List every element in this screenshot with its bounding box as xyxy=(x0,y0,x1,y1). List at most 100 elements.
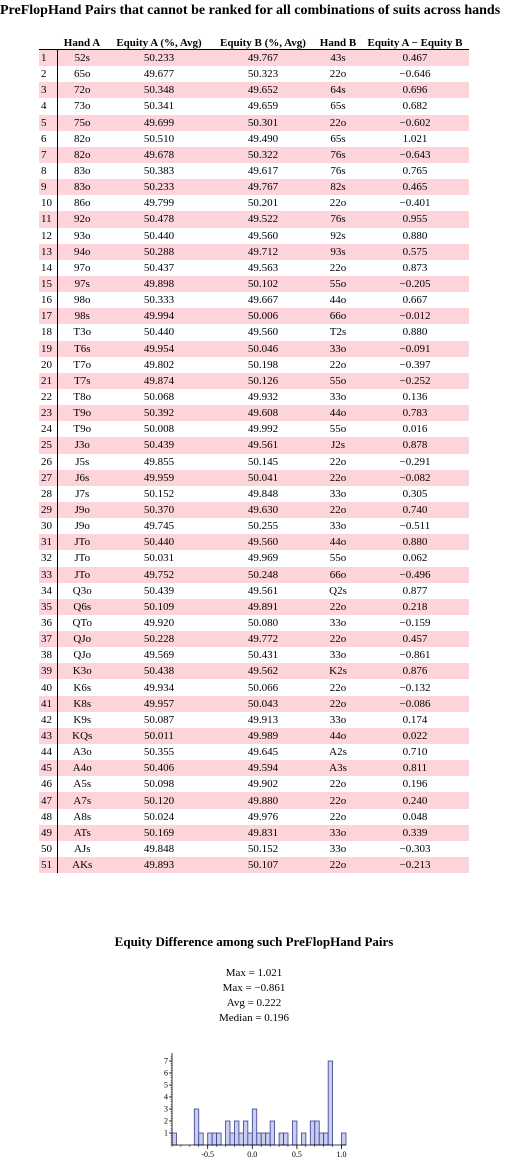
table-row: 38 QJo 49.569 50.431 33o −0.861 xyxy=(39,647,469,664)
row-index-cell: 21 xyxy=(39,372,58,389)
hand-b-cell: 76s xyxy=(330,165,346,178)
equity-table: Hand A Equity A (%, Avg) Equity B (%, Av… xyxy=(39,36,469,874)
equity-a-cell: 50.098 xyxy=(143,778,175,791)
row-index-cell: 43 xyxy=(39,727,58,745)
table-row: 29 J9o 50.370 49.630 22o 0.740 xyxy=(39,501,469,519)
histogram-bar xyxy=(269,1120,276,1146)
hand-b-cell: A2s xyxy=(329,746,347,759)
hand-b-cell: 22o xyxy=(329,778,347,791)
equity-b-cell: 49.848 xyxy=(247,487,279,500)
y-tick-label: 7 xyxy=(164,1057,168,1066)
equity-diff-cell: 0.873 xyxy=(402,261,428,274)
histogram-bar xyxy=(247,1132,253,1146)
equity-a-cell: 50.440 xyxy=(107,534,211,551)
equity-a-cell: 50.348 xyxy=(107,82,211,99)
hand-b-cell: J2s xyxy=(315,437,361,454)
table-row: 47 A7s 50.120 49.880 22o 0.240 xyxy=(39,792,469,809)
equity-diff-cell: 0.667 xyxy=(402,294,428,307)
equity-diff-cell: 0.457 xyxy=(361,631,469,648)
stat-avg: Avg = 0.222 xyxy=(226,997,282,1009)
equity-b-cell: 50.152 xyxy=(247,842,279,855)
equity-a-cell: 50.370 xyxy=(107,501,211,519)
row-index-cell: 22 xyxy=(39,388,58,406)
row-index-cell: 28 xyxy=(39,485,58,502)
equity-diff-cell: −0.012 xyxy=(361,308,469,325)
table-row: 17 98s 49.994 50.006 66o −0.012 xyxy=(39,308,469,325)
row-index-cell: 13 xyxy=(39,243,58,260)
stat-min: Max = −0.861 xyxy=(222,982,286,994)
equity-diff-cell: 0.218 xyxy=(361,598,469,615)
equity-diff-cell: −0.602 xyxy=(361,114,469,131)
equity-a-cell: 50.392 xyxy=(107,405,211,422)
hand-b-cell: 66o xyxy=(315,566,361,583)
table-row: 37 QJo 50.228 49.772 22o 0.457 xyxy=(39,631,469,648)
hand-b-cell: 44o xyxy=(315,727,361,745)
equity-diff-cell: 0.811 xyxy=(361,760,469,777)
histogram-bar xyxy=(229,1132,235,1146)
row-index-cell: 30 xyxy=(39,518,58,535)
hand-b-cell: 76s xyxy=(315,146,361,163)
table-row: 2 65o 49.677 50.323 22o −0.646 xyxy=(39,66,469,83)
table-row: 50 AJs 49.848 50.152 33o −0.303 xyxy=(39,840,469,858)
hand-b-cell: 22o xyxy=(329,197,347,210)
row-index-cell: 36 xyxy=(39,614,58,632)
equity-b-cell: 49.989 xyxy=(211,727,315,745)
hand-a-cell: K8s xyxy=(57,695,107,712)
equity-b-cell: 49.932 xyxy=(247,391,279,404)
histogram-bar xyxy=(309,1120,316,1146)
equity-a-cell: 49.934 xyxy=(143,681,175,694)
x-tick-label: -0.5 xyxy=(201,1150,214,1159)
equity-diff-cell: 0.467 xyxy=(361,49,469,67)
equity-a-cell: 49.802 xyxy=(143,358,175,371)
hand-a-cell: K3o xyxy=(57,663,107,680)
equity-diff-cell: 0.048 xyxy=(402,810,428,823)
hand-b-cell: 33o xyxy=(315,340,361,357)
hand-a-cell: KQs xyxy=(57,727,107,745)
equity-a-cell: 50.440 xyxy=(143,326,175,339)
equity-a-cell: 49.699 xyxy=(107,114,211,131)
row-index-cell: 44 xyxy=(39,744,58,761)
hand-b-cell: K2s xyxy=(315,663,361,680)
equity-a-cell: 50.439 xyxy=(143,584,175,597)
table-row: 44 A3o 50.355 49.645 A2s 0.710 xyxy=(39,744,469,761)
table-row: 9 83o 50.233 49.767 82s 0.465 xyxy=(39,179,469,196)
equity-diff-cell: 0.877 xyxy=(402,584,428,597)
equity-b-cell: 49.772 xyxy=(211,631,315,648)
hand-a-cell: K6s xyxy=(73,681,92,694)
equity-a-cell: 50.333 xyxy=(143,294,175,307)
hand-b-cell: 22o xyxy=(315,114,361,131)
equity-b-cell: 49.992 xyxy=(247,423,279,436)
table-row: 23 T9o 50.392 49.608 44o 0.783 xyxy=(39,405,469,422)
row-index-cell: 49 xyxy=(39,824,58,841)
row-index-cell: 25 xyxy=(39,437,58,454)
row-index-cell: 42 xyxy=(39,711,58,728)
equity-a-cell: 49.898 xyxy=(107,275,211,293)
hand-b-cell: 64s xyxy=(315,82,361,99)
equity-b-cell: 49.645 xyxy=(247,746,279,759)
equity-diff-cell: −0.205 xyxy=(361,275,469,293)
equity-a-cell: 50.087 xyxy=(143,713,175,726)
hand-a-cell: 98o xyxy=(74,294,91,307)
equity-diff-cell: 0.880 xyxy=(402,229,428,242)
row-index-cell: 15 xyxy=(39,275,58,293)
row-index-cell: 31 xyxy=(39,534,58,551)
table-row: 25 J3o 50.439 49.561 J2s 0.878 xyxy=(39,437,469,454)
equity-b-cell: 50.041 xyxy=(211,469,315,486)
table-row: 43 KQs 50.011 49.989 44o 0.022 xyxy=(39,727,469,745)
equity-diff-cell: −0.496 xyxy=(361,566,469,583)
histogram-bar xyxy=(278,1132,284,1146)
equity-a-cell: 49.745 xyxy=(143,520,175,533)
histogram-bar xyxy=(216,1132,222,1146)
equity-diff-cell: 0.062 xyxy=(402,552,428,565)
y-tick-label: 5 xyxy=(164,1081,168,1090)
table-row: 28 J7s 50.152 49.848 33o 0.305 xyxy=(39,485,469,502)
equity-b-cell: 49.712 xyxy=(211,243,315,260)
hand-a-cell: K9s xyxy=(73,713,92,726)
equity-b-cell: 49.913 xyxy=(247,713,279,726)
hand-a-cell: 65o xyxy=(74,68,91,81)
hand-b-cell: 44o xyxy=(315,405,361,422)
page-title: PreFlopHand Pairs that cannot be ranked … xyxy=(0,3,501,18)
table-row: 31 JTo 50.440 49.560 44o 0.880 xyxy=(39,534,469,551)
hand-a-cell: 86o xyxy=(74,197,91,210)
table-row: 7 82o 49.678 50.322 76s −0.643 xyxy=(39,146,469,163)
